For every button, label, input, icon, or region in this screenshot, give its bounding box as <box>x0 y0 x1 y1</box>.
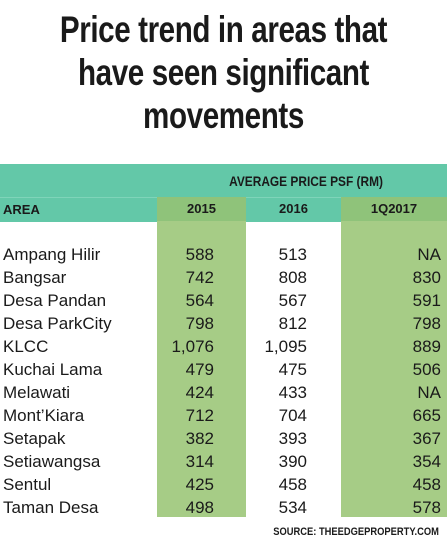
price-cell-2016: 513 <box>278 245 307 264</box>
table-row: Melawati 424 433 NA <box>0 381 447 404</box>
price-cell-2016: 390 <box>278 452 307 471</box>
area-name: Melawati <box>3 383 71 402</box>
area-name: Setapak <box>3 429 66 448</box>
title-line-1: Price trend in areas that <box>59 9 388 50</box>
price-cell-2016: 433 <box>278 383 307 402</box>
area-name: Kuchai Lama <box>3 360 103 379</box>
price-cell-2016: 567 <box>278 291 307 310</box>
super-header-label: AVERAGE PRICE PSF (RM) <box>229 173 383 189</box>
table-row: Setapak 382 393 367 <box>0 427 447 450</box>
price-cell-2015: 564 <box>185 291 214 310</box>
price-cell-1q2017: 367 <box>412 429 441 448</box>
price-cell-2016: 812 <box>278 314 307 333</box>
table-row: Desa ParkCity 798 812 798 <box>0 312 447 335</box>
price-cell-1q2017: NA <box>417 383 441 402</box>
column-header-2016: 2016 <box>279 201 308 216</box>
table-row: Taman Desa 498 534 578 <box>0 496 447 519</box>
price-cell-2015: 798 <box>185 314 214 333</box>
price-cell-2016: 458 <box>278 475 307 494</box>
area-name: Desa Pandan <box>3 291 107 310</box>
price-cell-2016: 534 <box>278 498 307 517</box>
area-name: Ampang Hilir <box>3 245 101 264</box>
price-cell-1q2017: 798 <box>412 314 441 333</box>
title-line-3: movements <box>143 95 304 136</box>
table-row: Desa Pandan 564 567 591 <box>0 289 447 312</box>
price-cell-2016: 704 <box>278 406 307 425</box>
column-header-area: AREA <box>3 202 40 217</box>
table-super-header: AVERAGE PRICE PSF (RM) <box>0 164 447 197</box>
column-header-2015: 2015 <box>187 201 216 216</box>
table-row: Setiawangsa 314 390 354 <box>0 450 447 473</box>
table-column-header-labels: 2015 2016 1Q2017 <box>0 197 447 221</box>
table-row: KLCC 1,076 1,095 889 <box>0 335 447 358</box>
highlight-header-1q2017 <box>341 197 447 221</box>
title-line-2: have seen significant <box>78 52 369 93</box>
source-note: SOURCE: THEEDGEPROPERTY.COM <box>273 526 439 538</box>
price-cell-1q2017: NA <box>417 245 441 264</box>
price-cell-2015: 712 <box>185 406 214 425</box>
price-cell-2015: 382 <box>185 429 214 448</box>
price-cell-1q2017: 591 <box>412 291 441 310</box>
price-cell-2015: 588 <box>185 245 214 264</box>
price-cell-2016: 475 <box>278 360 307 379</box>
highlight-column-1q2017 <box>341 197 447 517</box>
area-name: Taman Desa <box>3 498 99 517</box>
highlight-column-2015 <box>157 197 246 517</box>
table-row: Mont’Kiara 712 704 665 <box>0 404 447 427</box>
price-cell-1q2017: 830 <box>412 268 441 287</box>
chart-title: Price trend in areas that have seen sign… <box>45 8 403 137</box>
area-name: Bangsar <box>3 268 67 287</box>
highlight-header-2015 <box>157 197 246 221</box>
price-cell-2016: 1,095 <box>264 337 307 356</box>
price-cell-2016: 393 <box>278 429 307 448</box>
column-header-1q2017: 1Q2017 <box>370 201 418 216</box>
table-row: Ampang Hilir 588 513 NA <box>0 243 447 266</box>
price-cell-2015: 425 <box>185 475 214 494</box>
area-name: Mont’Kiara <box>3 406 85 425</box>
price-cell-2015: 1,076 <box>171 337 214 356</box>
price-cell-1q2017: 889 <box>412 337 441 356</box>
table-row: Kuchai Lama 479 475 506 <box>0 358 447 381</box>
price-cell-1q2017: 458 <box>412 475 441 494</box>
area-name: Sentul <box>3 475 52 494</box>
price-cell-2015: 742 <box>185 268 214 287</box>
table-row: Sentul 425 458 458 <box>0 473 447 496</box>
area-name: Desa ParkCity <box>3 314 112 333</box>
price-cell-2015: 479 <box>185 360 214 379</box>
area-name: Setiawangsa <box>3 452 101 471</box>
price-cell-1q2017: 665 <box>412 406 441 425</box>
price-cell-2016: 808 <box>278 268 307 287</box>
area-name: KLCC <box>3 337 49 356</box>
price-cell-2015: 314 <box>185 452 214 471</box>
price-cell-2015: 424 <box>185 383 214 402</box>
price-cell-2015: 498 <box>185 498 214 517</box>
price-cell-1q2017: 354 <box>412 452 441 471</box>
price-cell-1q2017: 578 <box>412 498 441 517</box>
price-cell-1q2017: 506 <box>412 360 441 379</box>
table-row: Bangsar 742 808 830 <box>0 266 447 289</box>
